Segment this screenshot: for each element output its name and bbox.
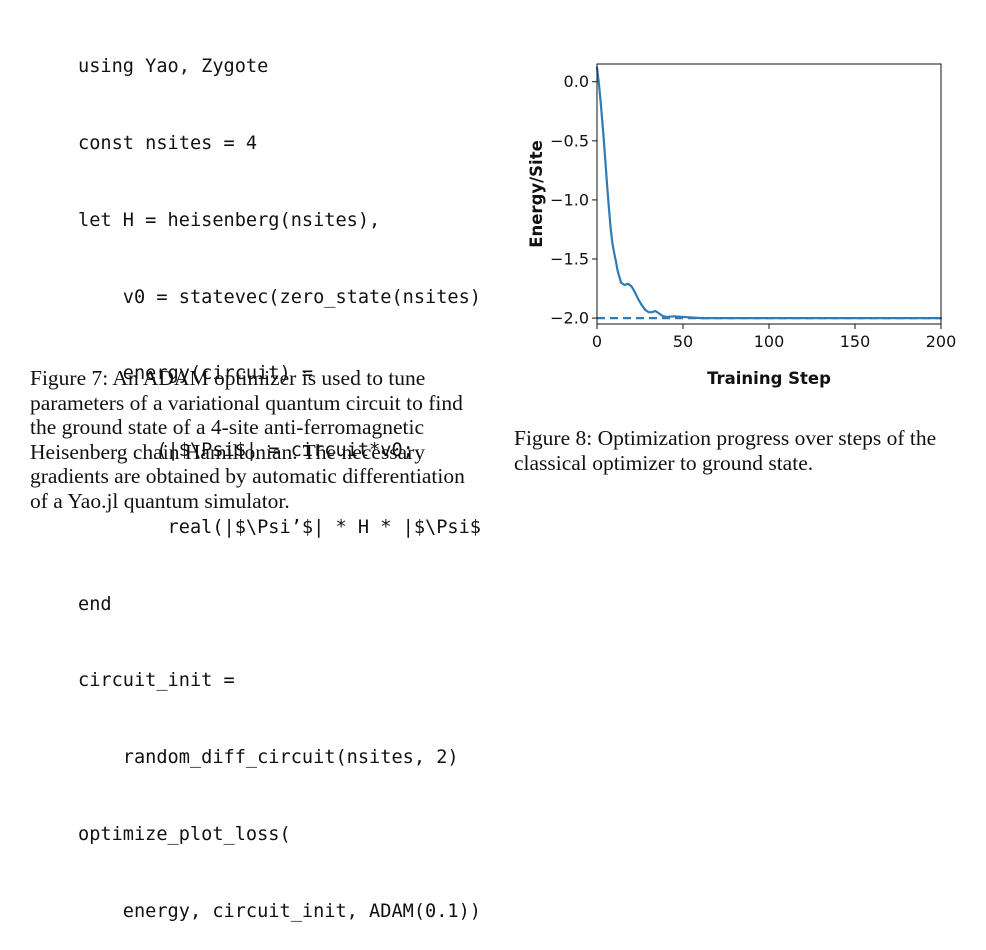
figure-8-caption: Figure 8: Optimization progress over ste… bbox=[514, 426, 937, 475]
x-ticks: 0 50 100 150 200 bbox=[592, 324, 956, 351]
y-tick-label: 0.0 bbox=[564, 72, 589, 91]
plot-layer bbox=[595, 66, 943, 320]
code-line: circuit_init = bbox=[78, 670, 235, 692]
x-tick-label: 150 bbox=[840, 332, 871, 351]
y-tick-label: −2.0 bbox=[550, 309, 589, 328]
code-line: let H = heisenberg(nsites), bbox=[78, 209, 381, 231]
code-line: const nsites = 4 bbox=[78, 132, 258, 154]
code-line: real(|$\Psi’$| * H * |$\Psi$ bbox=[78, 516, 481, 538]
code-line: v0 = statevec(zero_state(nsites) bbox=[78, 286, 481, 308]
y-tick-label: −0.5 bbox=[550, 131, 589, 150]
y-ticks: 0.0 −0.5 −1.0 −1.5 −2.0 bbox=[550, 72, 597, 328]
energy-chart: 0 50 100 150 200 0.0 −0.5 −1.0 −1.5 −2.0 Trainin… bbox=[527, 63, 956, 388]
x-tick-label: 50 bbox=[673, 332, 693, 351]
x-tick-label: 0 bbox=[592, 332, 602, 351]
code-line: end bbox=[78, 593, 112, 615]
figure-7-caption: Figure 7: An ADAM optimizer is used to t… bbox=[30, 366, 465, 513]
code-line: random_diff_circuit(nsites, 2) bbox=[78, 747, 459, 769]
y-tick-label: −1.0 bbox=[550, 190, 589, 209]
x-tick-label: 200 bbox=[926, 332, 957, 351]
energy-series-line bbox=[595, 66, 943, 320]
code-line: (|$\Psi$| = circuit*v0; bbox=[78, 440, 414, 462]
y-axis-label: Energy/Site bbox=[527, 140, 546, 248]
code-line: using Yao, Zygote bbox=[78, 56, 269, 78]
plot-frame bbox=[596, 63, 942, 325]
y-tick-label: −1.5 bbox=[550, 250, 589, 269]
code-line: energy(circuit) = bbox=[78, 363, 314, 385]
x-axis-label: Training Step bbox=[707, 369, 831, 388]
x-tick-label: 100 bbox=[754, 332, 785, 351]
code-line: energy, circuit_init, ADAM(0.1)) bbox=[78, 900, 481, 922]
code-line: optimize_plot_loss( bbox=[78, 824, 291, 845]
